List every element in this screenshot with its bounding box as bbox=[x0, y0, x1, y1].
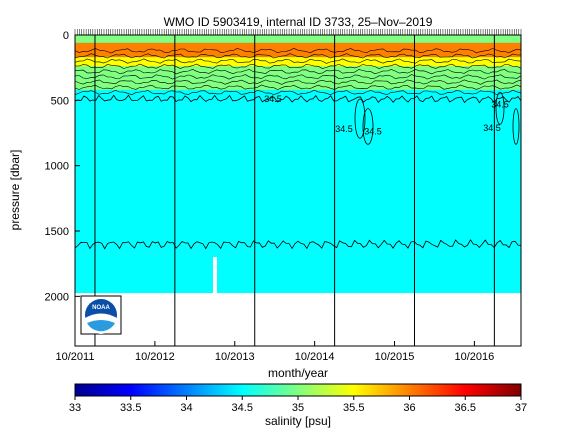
upper-contour-line bbox=[75, 74, 521, 80]
contour-label: 34.5 bbox=[364, 127, 382, 137]
colorbar-tick-label: 34.5 bbox=[232, 402, 253, 414]
salinity-field bbox=[75, 35, 521, 294]
contour-blob bbox=[495, 91, 505, 125]
y-tick-label: 2000 bbox=[45, 291, 69, 303]
y-tick-label: 1500 bbox=[45, 226, 69, 238]
y-axis: 0 500 1000 1500 2000 bbox=[45, 30, 80, 303]
surface-layer-3 bbox=[75, 66, 521, 77]
upper-contour-line bbox=[75, 53, 521, 59]
colorbar-tick-label: 35 bbox=[292, 402, 304, 414]
colorbar-tick-label: 34 bbox=[180, 402, 192, 414]
x-tick-label: 10/2012 bbox=[135, 351, 175, 363]
x-tick-label: 10/2016 bbox=[455, 351, 495, 363]
contour-blob bbox=[512, 108, 520, 145]
x-tick-label: 10/2011 bbox=[56, 351, 95, 363]
noaa-logo: NOAA bbox=[80, 295, 122, 335]
colorbar-tick-label: 35.5 bbox=[343, 402, 364, 414]
colorbar-tick-label: 36.5 bbox=[455, 402, 476, 414]
colorbar-tick-label: 36 bbox=[403, 402, 415, 414]
contour-label: 34.5 bbox=[483, 123, 501, 133]
x-axis: 10/2011 10/2012 10/2013 10/2014 10/2015 10/20… bbox=[56, 341, 495, 363]
colorbar-gradient bbox=[74, 383, 522, 397]
noaa-logo-text: NOAA bbox=[92, 305, 110, 311]
chart-title: WMO ID 5903419, internal ID 3733, 25–Nov… bbox=[164, 15, 433, 29]
contour-label: 34.5 bbox=[335, 124, 353, 134]
colorbar-ticks: 33 33.5 34 34.5 35 35.5 36 36.5 37 bbox=[69, 396, 527, 414]
upper-contour-line bbox=[75, 58, 521, 64]
upper-contour-line bbox=[75, 84, 521, 90]
contour-deep bbox=[75, 239, 521, 250]
y-tick-label: 0 bbox=[63, 30, 69, 42]
x-tick-label: 10/2015 bbox=[375, 351, 415, 363]
contour-blob bbox=[362, 108, 374, 145]
colorbar-tick-label: 37 bbox=[515, 402, 527, 414]
plot-area: 34.5 34.5 34.5 34.5 34.5 bbox=[75, 35, 521, 346]
upper-contour-line bbox=[75, 79, 521, 85]
upper-contour-line bbox=[75, 63, 521, 70]
x-tick-label: 10/2013 bbox=[215, 351, 255, 363]
x-tick-label: 10/2014 bbox=[295, 351, 335, 363]
salinity-contours: 34.5 34.5 34.5 34.5 34.5 bbox=[75, 91, 521, 250]
missing-data-gap bbox=[213, 257, 217, 294]
contour-label: 34.5 bbox=[491, 99, 509, 109]
contour-label: 34.5 bbox=[264, 94, 282, 104]
surface-layer-0 bbox=[75, 35, 521, 43]
colorbar-label: salinity [psu] bbox=[265, 414, 331, 428]
upper-contour-line bbox=[75, 47, 521, 54]
annual-marker-lines bbox=[94, 35, 495, 346]
upper-contour-line bbox=[75, 68, 521, 75]
contour-blob bbox=[354, 98, 366, 139]
colorbar-tick-label: 33 bbox=[69, 402, 81, 414]
x-axis-label: month/year bbox=[268, 366, 328, 380]
colorbar: 33 33.5 34 34.5 35 35.5 36 36.5 37 bbox=[69, 383, 527, 414]
upper-contour-line bbox=[75, 89, 521, 96]
y-axis-label: pressure [dbar] bbox=[8, 150, 22, 231]
colorbar-tick-label: 33.5 bbox=[120, 402, 141, 414]
contour-34.5-main bbox=[75, 94, 521, 104]
y-tick-label: 1000 bbox=[45, 161, 69, 173]
y-tick-label: 500 bbox=[51, 95, 69, 107]
